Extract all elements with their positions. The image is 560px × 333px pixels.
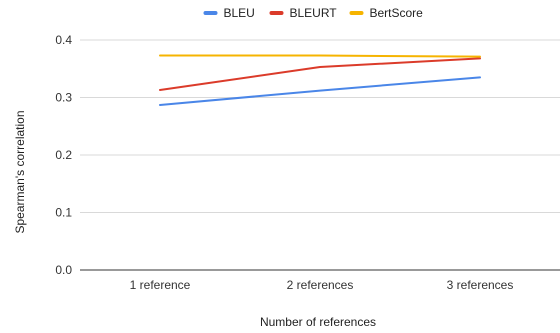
legend-swatch-bleu (203, 11, 218, 15)
x-tick-label: 1 reference (130, 278, 191, 292)
legend-label-bertscore: BertScore (370, 6, 424, 20)
y-axis-ticks: 0.0 0.1 0.2 0.3 0.4 (55, 33, 72, 277)
x-axis-title: Number of references (260, 315, 376, 329)
legend-label-bleurt: BLEURT (290, 6, 338, 20)
y-tick-label: 0.2 (55, 148, 72, 162)
legend: BLEU BLEURT BertScore (203, 6, 424, 20)
legend-swatch-bleurt (269, 11, 284, 15)
x-tick-label: 3 references (447, 278, 514, 292)
x-axis-ticks: 1 reference 2 references 3 references (130, 278, 514, 292)
y-tick-label: 0.0 (55, 263, 72, 277)
y-tick-label: 0.1 (55, 206, 72, 220)
y-tick-label: 0.3 (55, 91, 72, 105)
series-line-bertscore (159, 54, 481, 58)
series-line-bleurt (159, 57, 481, 92)
legend-label-bleu: BLEU (224, 6, 255, 20)
series-line-bleu (159, 76, 481, 106)
x-tick-label: 2 references (287, 278, 354, 292)
series-lines (159, 54, 481, 106)
y-tick-label: 0.4 (55, 33, 72, 47)
y-axis-title: Spearman's correlation (13, 110, 27, 233)
gridlines (80, 39, 560, 271)
legend-swatch-bertscore (349, 11, 364, 15)
